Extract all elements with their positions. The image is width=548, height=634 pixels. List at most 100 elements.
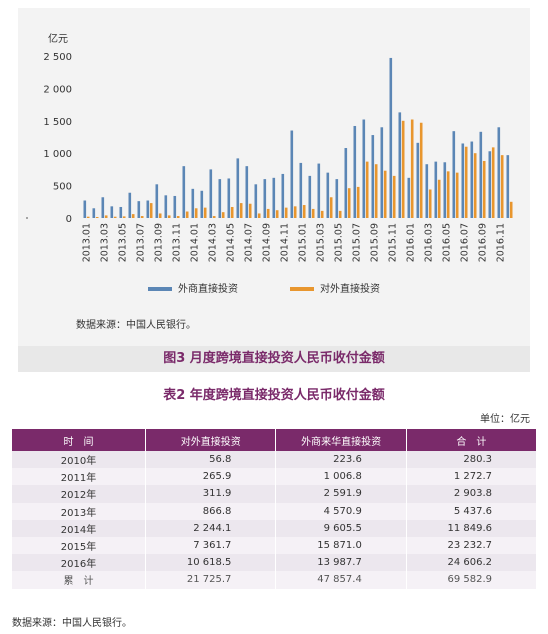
y-tick-label: 500 <box>53 182 72 193</box>
header-time: 时 间 <box>12 429 146 451</box>
bar-outward-2013.05 <box>122 216 126 218</box>
bar-inward-2013.01 <box>83 200 87 218</box>
bar-inward-2015.05 <box>335 179 339 218</box>
bar-outward-2016.04 <box>437 179 441 218</box>
bar-outward-2013.07 <box>140 216 144 218</box>
table-unit-label: 单位：亿元 <box>480 414 530 425</box>
chart-panel: 亿元 0 500 1 000 1 500 2 000 2 500 2013.01 2013.03… <box>18 8 530 346</box>
x-tick-label: 2014.11 <box>280 223 291 262</box>
bar-inward-2016.01 <box>407 177 411 218</box>
x-tick-label: 2016.09 <box>478 223 489 262</box>
bar-outward-2016.09 <box>482 160 486 218</box>
bar-inward-2013.06 <box>128 192 132 218</box>
bar-inward-2014.10 <box>272 177 276 218</box>
bar-outward-2014.01 <box>194 208 198 218</box>
x-tick-label: 2014.09 <box>262 223 273 262</box>
row-total: 24 606.2 <box>406 554 536 572</box>
bar-outward-2016.05 <box>446 171 450 218</box>
row-outward: 7 361.7 <box>145 536 277 555</box>
row-inward: 9 605.5 <box>275 519 407 537</box>
bar-outward-2015.06 <box>347 188 351 218</box>
row-inward: 13 987.7 <box>275 554 407 572</box>
bar-outward-2013.08 <box>149 203 153 218</box>
bar-outward-2016.06 <box>455 172 459 218</box>
x-tick-label: 2013.09 <box>154 223 165 262</box>
bar-inward-2013.12 <box>182 166 186 218</box>
row-year: 2013年 <box>12 502 146 520</box>
row-inward: 223.6 <box>275 451 407 469</box>
table-source-note: 数据来源：中国人民银行。 <box>12 618 132 629</box>
table-row: 2016年 10 618.5 13 987.7 24 606.2 <box>12 554 536 572</box>
legend-label-outward: 对外直接投资 <box>320 282 380 295</box>
row-year: 2011年 <box>12 468 146 486</box>
bar-inward-2015.04 <box>326 172 330 218</box>
bar-inward-2015.03 <box>317 163 321 218</box>
bar-outward-2014.07 <box>248 203 252 218</box>
x-tick-label: 2013.01 <box>82 223 93 262</box>
bar-outward-2016.07 <box>464 146 468 218</box>
bar-inward-2014.04 <box>218 179 222 218</box>
y-tick-label: 2 000 <box>43 84 72 95</box>
bar-outward-2013.12 <box>185 211 189 218</box>
row-total: 69 582.9 <box>406 571 536 589</box>
table-row: 2013年 866.8 4 570.9 5 437.6 <box>12 502 536 520</box>
table-row: 2010年 56.8 223.6 280.3 <box>12 451 536 469</box>
row-outward: 311.9 <box>145 485 277 503</box>
bar-inward-2014.07 <box>245 166 249 218</box>
bar-inward-2015.07 <box>353 125 357 218</box>
x-tick-label: 2015.09 <box>370 223 381 262</box>
row-year: 2016年 <box>12 554 146 572</box>
bar-outward-2015.05 <box>338 210 342 218</box>
annual-investment-table: 时 间 对外直接投资 外商来华直接投资 合 计 2010年 56.8 223.6… <box>12 429 536 589</box>
bar-chart: 亿元 0 500 1 000 1 500 2 000 2 500 2013.01 2013.03… <box>26 32 513 331</box>
bar-inward-2014.09 <box>263 179 267 218</box>
bar-outward-2016.08 <box>473 153 477 218</box>
bar-inward-2015.10 <box>380 127 384 218</box>
bar-outward-2014.10 <box>275 210 279 218</box>
bar-outward-2014.02 <box>203 207 207 218</box>
x-tick-label: 2016.01 <box>406 223 417 262</box>
bar-inward-2013.04 <box>110 206 114 218</box>
y-unit-label: 亿元 <box>48 32 68 45</box>
bar-inward-2016.04 <box>434 161 438 218</box>
bar-outward-2014.04 <box>221 212 225 218</box>
bar-outward-2015.04 <box>329 197 333 218</box>
row-year: 2012年 <box>12 485 146 503</box>
bar-inward-2016.10 <box>488 151 492 218</box>
x-tick-label: 2015.01 <box>298 223 309 262</box>
bar-inward-2016.06 <box>452 131 456 218</box>
bar-inward-2014.12 <box>290 130 294 218</box>
row-inward: 15 871.0 <box>275 536 407 555</box>
bar-inward-2013.10 <box>164 195 168 218</box>
x-tick-label: 2016.11 <box>496 223 507 262</box>
y-tick-label: 1 500 <box>43 117 72 128</box>
x-tick-label: 2013.05 <box>118 223 129 262</box>
bar-inward-2013.02 <box>92 208 96 218</box>
bar-inward-2014.05 <box>227 178 231 218</box>
legend-swatch-inward <box>148 287 172 291</box>
bar-outward-2014.05 <box>230 206 234 218</box>
legend-swatch-outward <box>290 287 314 291</box>
row-total: 23 232.7 <box>406 536 536 555</box>
x-tick-label: 2016.03 <box>424 223 435 262</box>
row-outward: 2 244.1 <box>145 519 277 537</box>
bar-outward-2015.12 <box>401 120 405 218</box>
bar-inward-2014.02 <box>200 190 204 218</box>
y-tick-label: 2 500 <box>43 52 72 63</box>
bar-inward-2013.11 <box>173 195 177 218</box>
bar-outward-2013.09 <box>158 213 162 218</box>
bar-outward-2014.08 <box>257 213 261 218</box>
bar-outward-2013.04 <box>113 216 117 218</box>
bar-outward-2015.01 <box>302 205 306 218</box>
y-tick-label: 0 <box>66 214 72 225</box>
header-inward-investment: 外商来华直接投资 <box>275 429 407 451</box>
bar-inward-2016.12 <box>506 155 510 218</box>
x-tick-label: 2016.05 <box>442 223 453 262</box>
bar-outward-2016.12 <box>509 201 513 218</box>
row-year: 2010年 <box>12 451 146 469</box>
bar-inward-2014.06 <box>236 158 240 218</box>
bar-inward-2014.11 <box>281 173 285 218</box>
bar-inward-2013.09 <box>155 184 159 218</box>
bar-inward-2016.08 <box>470 141 474 218</box>
bar-inward-2015.01 <box>299 162 303 218</box>
